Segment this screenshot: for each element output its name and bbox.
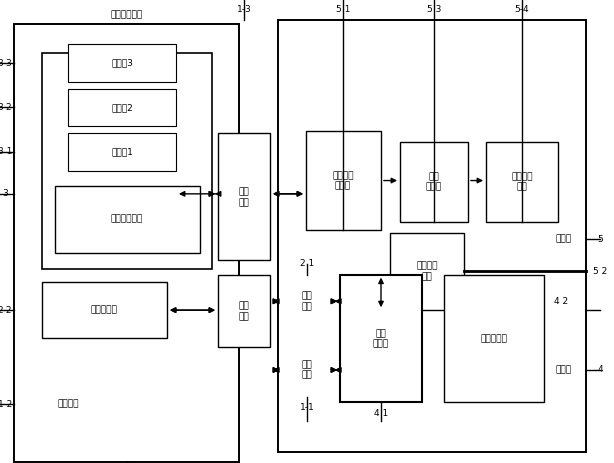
Bar [444,275,544,402]
Text: 控制
部件: 控制 部件 [301,292,313,311]
Text: 环境空腔: 环境空腔 [58,400,79,409]
Bar [486,142,558,221]
Text: 5 2: 5 2 [593,267,607,276]
Text: 1-3: 1-3 [236,6,251,14]
Text: 3: 3 [2,189,8,198]
Text: 2 1: 2 1 [300,259,314,268]
Bar [340,275,422,402]
Bar [14,25,239,462]
Text: 接口
转换器: 接口 转换器 [373,329,389,349]
Bar [218,275,270,347]
Text: 2-2: 2-2 [0,306,12,315]
Bar [282,275,332,328]
Text: 露点仪探头: 露点仪探头 [90,306,117,315]
Text: 控制
部件: 控制 部件 [301,360,313,380]
Bar [278,20,586,452]
Text: 4: 4 [597,365,603,375]
Text: 3 1: 3 1 [0,147,12,156]
Bar [42,53,212,269]
Bar [55,186,200,252]
Text: 1 2: 1 2 [0,400,12,409]
Text: 3-2: 3-2 [0,103,12,112]
Text: 串行总线
模块: 串行总线 模块 [416,262,438,281]
Text: 计算机: 计算机 [556,365,572,375]
Text: 控制
处理器: 控制 处理器 [426,172,442,191]
Text: 5-4: 5-4 [515,6,529,14]
Text: 3-3: 3-3 [0,59,12,68]
Text: 1-1: 1-1 [300,403,314,412]
Text: 计算机系统: 计算机系统 [481,334,507,344]
Bar [68,88,176,126]
Text: 线缆
穿孔: 线缆 穿孔 [239,188,249,207]
Bar [42,282,167,338]
Text: 传感器3: 传感器3 [111,59,133,68]
Text: 5 3: 5 3 [427,6,441,14]
Bar [218,133,270,260]
Text: 5 1: 5 1 [336,6,350,14]
Text: 湿温度发生器: 湿温度发生器 [111,10,143,19]
Text: 控制驱动
模块: 控制驱动 模块 [511,172,533,191]
Bar [68,133,176,170]
Text: 传感器接
口模块: 传感器接 口模块 [332,171,354,190]
Bar [390,232,464,310]
Text: 线缆
穿孔: 线缆 穿孔 [239,301,249,321]
Bar [306,131,381,231]
Text: 温湿度传感器: 温湿度传感器 [111,215,143,224]
Text: 5: 5 [597,235,603,244]
Bar [282,344,332,396]
Text: 传感器2: 传感器2 [111,103,133,112]
Text: 控制器: 控制器 [556,235,572,244]
Text: 传感器1: 传感器1 [111,147,133,156]
Bar [68,44,176,82]
Bar [400,142,468,221]
Text: 4 1: 4 1 [374,409,388,418]
Text: 4 2: 4 2 [554,297,568,306]
